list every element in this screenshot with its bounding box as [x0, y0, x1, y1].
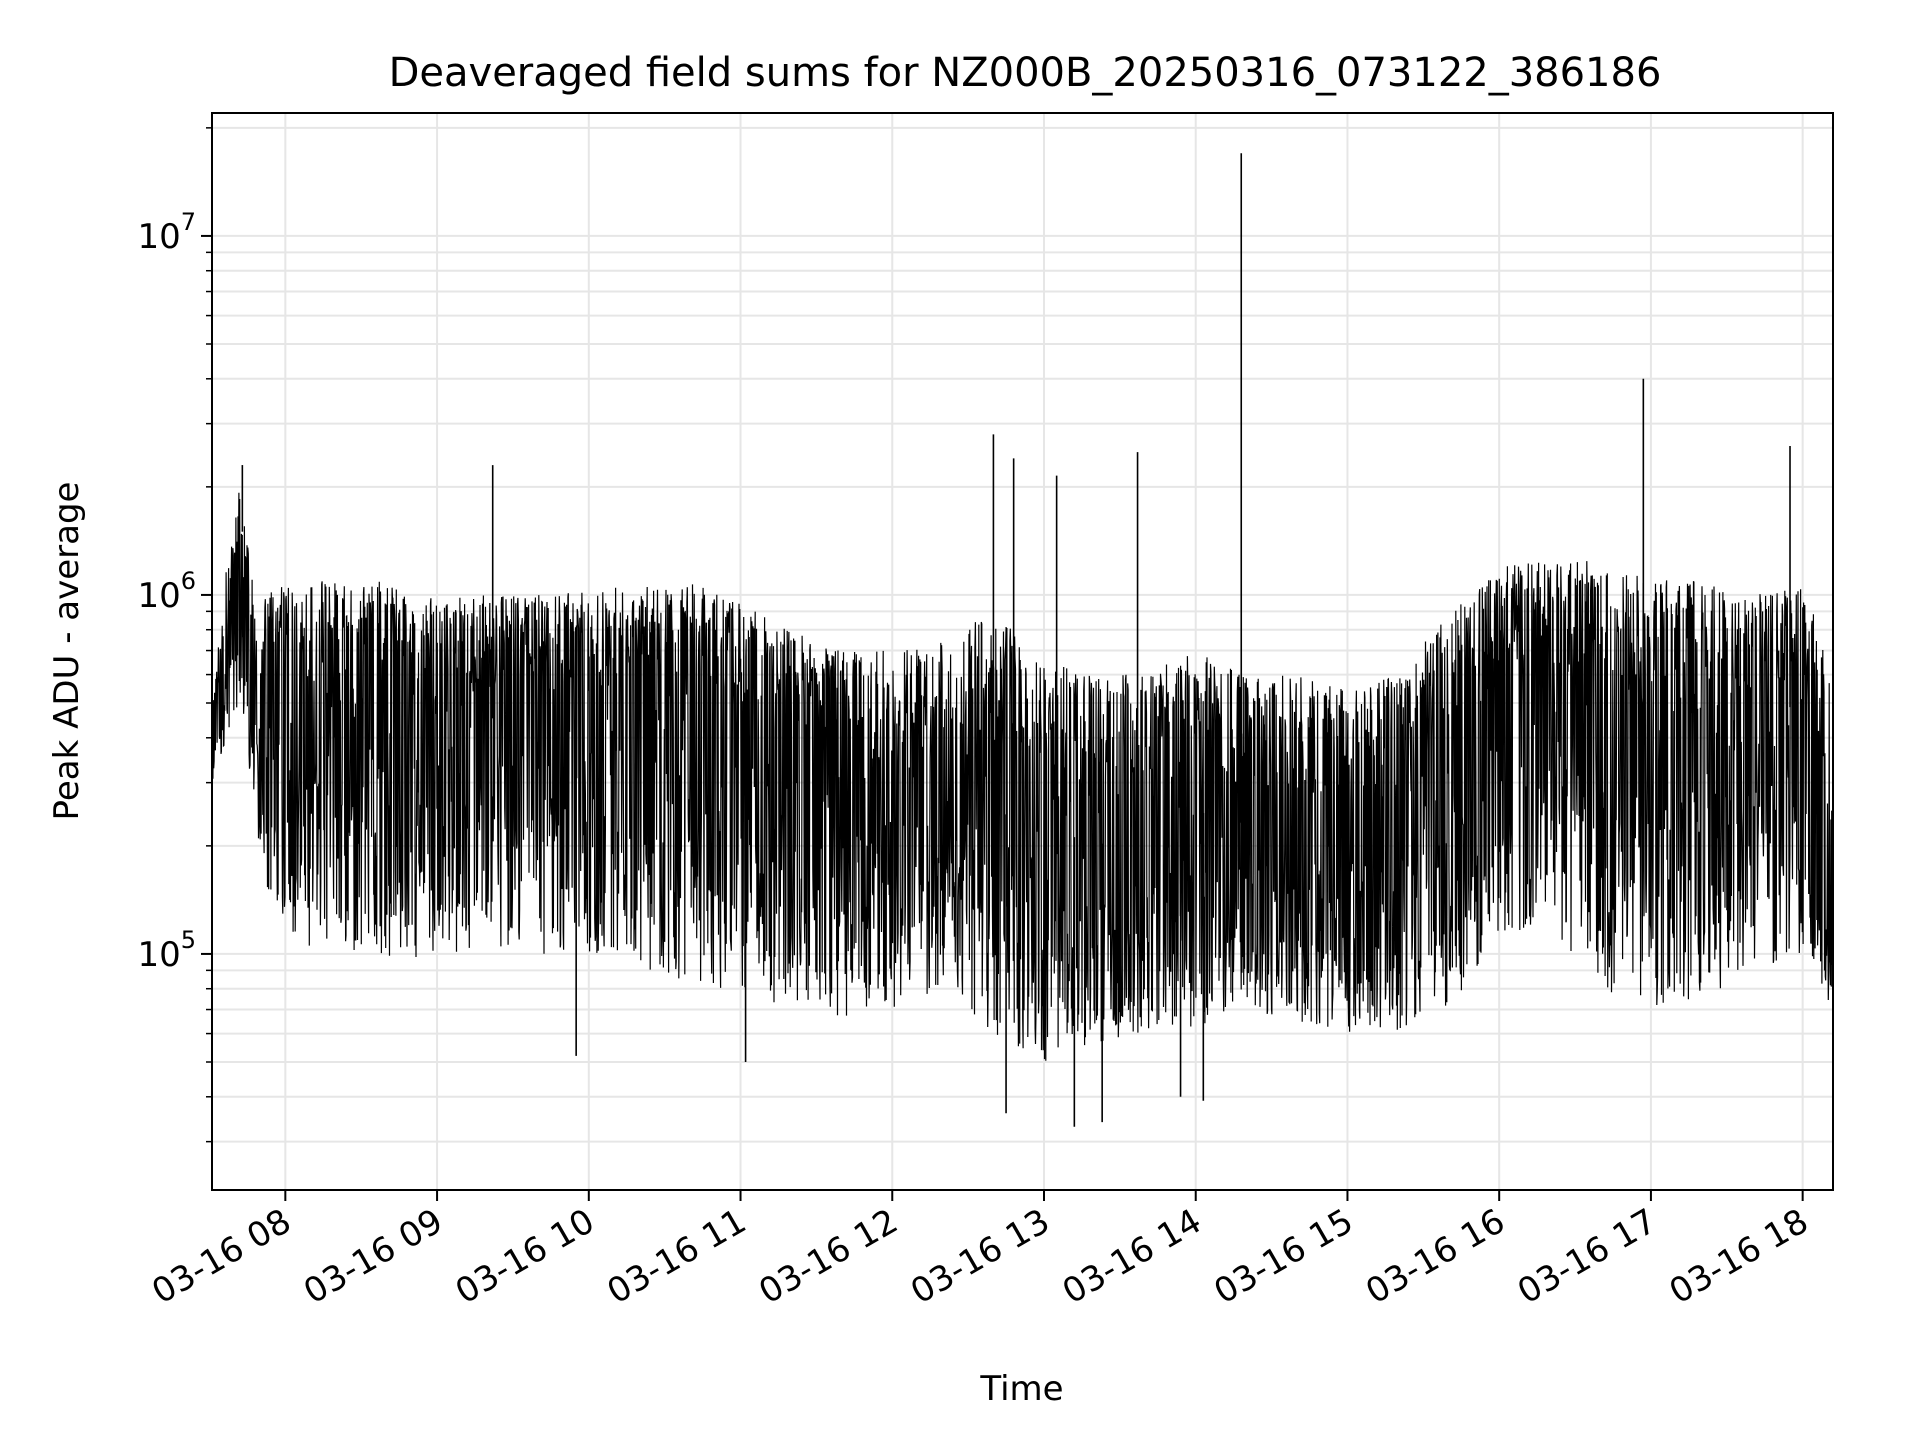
y-tick-label: 106	[137, 567, 196, 616]
x-axis-label: Time	[979, 1369, 1063, 1409]
x-tick-label: 03-16 13	[904, 1201, 1056, 1312]
x-tick-label: 03-16 08	[145, 1201, 297, 1312]
x-tick-label: 03-16 09	[297, 1201, 449, 1312]
x-tick-label: 03-16 14	[1056, 1201, 1208, 1312]
x-tick-label: 03-16 10	[449, 1201, 601, 1312]
x-tick-label: 03-16 18	[1663, 1201, 1815, 1312]
y-axis: 105 106 107	[137, 127, 212, 1143]
series-path	[211, 492, 1834, 1061]
x-tick-label: 03-16 11	[601, 1201, 753, 1312]
x-axis: 03-16 08 03-16 09 03-16 10 03-16 11 03-16 12…	[145, 1190, 1815, 1312]
x-tick-label: 03-16 17	[1511, 1201, 1663, 1312]
y-tick-label: 107	[137, 208, 196, 257]
x-tick-label: 03-16 15	[1208, 1201, 1360, 1312]
plot-frame	[211, 112, 1834, 1191]
y-axis-label: Peak ADU - average	[47, 482, 87, 821]
y-tick-label: 105	[137, 926, 196, 975]
x-tick-label: 03-16 12	[752, 1201, 904, 1312]
x-tick-label: 03-16 16	[1359, 1201, 1511, 1312]
chart-title: Deaveraged field sums for NZ000B_2025031…	[389, 50, 1662, 96]
series-line	[211, 153, 1834, 1127]
